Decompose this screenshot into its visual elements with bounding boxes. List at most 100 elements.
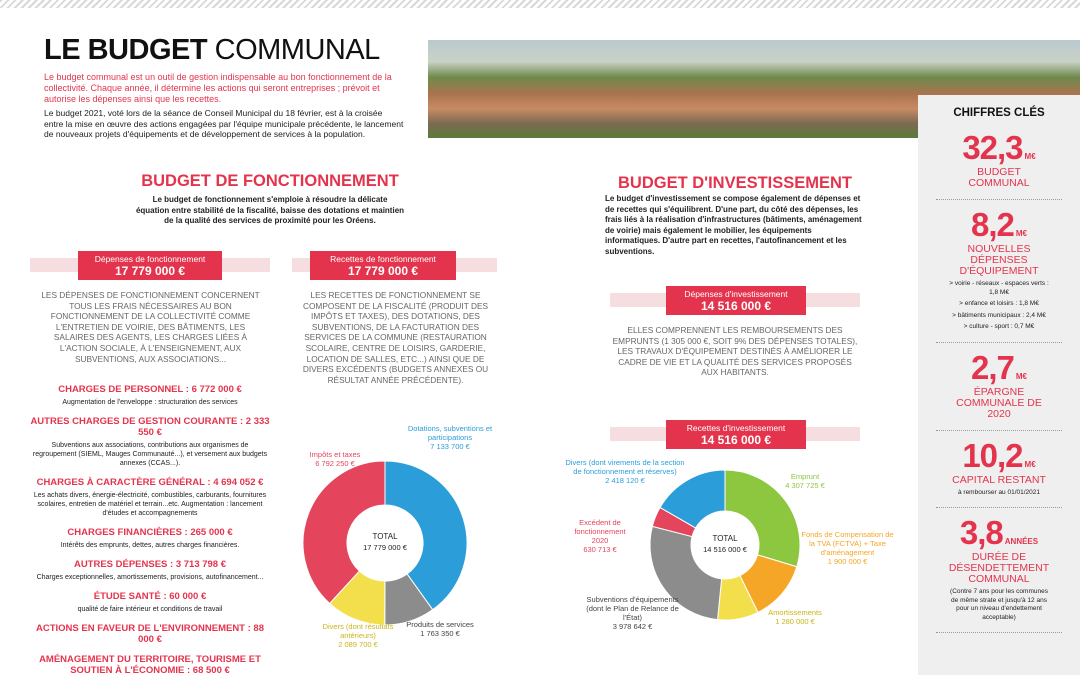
donut-segment <box>384 460 468 611</box>
segment-value: 1 763 350 € <box>420 629 460 638</box>
segment-name: Produits de services <box>406 620 474 629</box>
ribbon-title: Dépenses d'investissement <box>684 289 788 299</box>
donut-segment <box>739 554 798 614</box>
ribbon-title: Dépenses de fonctionnement <box>94 254 206 264</box>
key-number: 8,2 <box>971 206 1015 243</box>
key-unit: M€ <box>1024 152 1036 161</box>
key-number: 3,8 <box>959 514 1004 551</box>
item-text: Charges exceptionnelles, amortissements,… <box>36 574 264 581</box>
segment-value: 6 792 250 € <box>315 459 355 468</box>
intro-red: Le budget communal est un outil de gesti… <box>44 72 392 104</box>
donut-segment <box>384 573 434 626</box>
key-unit: M€ <box>1015 371 1027 381</box>
donut-total-label: TOTAL <box>712 534 738 543</box>
ribbon-amount: 17 779 000 € <box>114 264 186 278</box>
key-number: 2,7 <box>971 348 1015 386</box>
section-title: BUDGET DE FONCTIONNEMENT <box>141 172 399 190</box>
key-figure-value: 3,8 ANNÉES <box>946 514 1052 552</box>
segment-label: Dotations, subventions et participations… <box>405 424 495 451</box>
segment-value: 2 089 700 € <box>338 640 378 649</box>
key-label: CAPITAL RESTANT <box>952 473 1046 486</box>
segment-label: Amortissements 1 280 000 € <box>755 608 835 626</box>
segment-value: 1 900 000 € <box>827 557 868 566</box>
segment-value: 630 713 € <box>583 545 617 554</box>
segment-label: Divers (dont virements de la section de … <box>565 458 685 485</box>
segment-value: 2 418 120 € <box>605 476 645 485</box>
key-figure: 2,7 M€ ÉPARGNE COMMUNALE DE 2020 <box>936 343 1062 431</box>
intro: Le budget 2021, voté lors de la séance d… <box>44 108 404 139</box>
segment-label: Divers (dont résultats antérieurs) 2 089 … <box>318 622 398 649</box>
item-label: CHARGES FINANCIÈRES : 265 000 € <box>67 527 233 538</box>
item-text: Subventions aux associations, contributi… <box>32 442 268 467</box>
item-label: AUTRES CHARGES DE GESTION COURANTE : 2 3… <box>30 416 270 438</box>
segment-label: Emprunt 4 307 725 € <box>760 472 850 490</box>
key-figure: 10,2 M€ CAPITAL RESTANT à rembourser au 01/… <box>936 431 1062 508</box>
ribbon: Dépenses de fonctionnement 17 779 000 € <box>78 251 222 280</box>
key-figure-value: 32,3 M€ <box>946 129 1052 167</box>
segment-name: Subventions d'équipements (dont le Plan … <box>586 595 679 622</box>
key-figures: CHIFFRES CLÉS 32,3 M€ BUDGET COMMUNAL 8,2 M€… <box>918 95 1080 675</box>
item-label: ÉTUDE SANTÉ : 60 000 € <box>93 591 207 602</box>
ribbon-amount: 14 516 000 € <box>700 433 772 447</box>
donut-segment <box>651 506 697 538</box>
segment-label: Subventions d'équipements (dont le Plan … <box>585 595 680 631</box>
segment-value: 4 307 725 € <box>785 481 825 490</box>
section-intro: Le budget d'investissement se compose ég… <box>605 194 862 256</box>
segment-value: 7 133 700 € <box>430 442 470 451</box>
key-figure: 8,2 M€ NOUVELLES DÉPENSES D'ÉQUIPEMENT > vo… <box>936 200 1062 343</box>
donut-total: 17 779 000 € <box>363 543 408 552</box>
key-figure-value: 10,2 M€ <box>946 437 1052 475</box>
ribbon-amount: 14 516 000 € <box>700 299 772 313</box>
segment-value: 3 978 642 € <box>612 622 653 631</box>
segment-name: Excédent de fonctionnement 2020 <box>574 518 626 545</box>
key-figures-title: CHIFFRES CLÉS <box>953 107 1045 119</box>
segment-name: Dotations, subventions et participations <box>407 424 493 442</box>
item-text: Augmentation de l'enveloppe : structurat… <box>62 399 238 406</box>
key-number: 10,2 <box>962 436 1023 474</box>
donut-total: 14 516 000 € <box>703 545 748 554</box>
segment-label: Fonds de Compensation de la TVA (FCTVA) … <box>800 530 895 566</box>
segment-label: Excédent de fonctionnement 2020 630 713 € <box>565 518 635 554</box>
key-label: NOUVELLES DÉPENSES D'ÉQUIPEMENT <box>959 243 1039 277</box>
item-label: CHARGES À CARACTÈRE GÉNÉRAL : 4 694 052 … <box>36 477 264 488</box>
key-detail: > culture - sport : 0,7 M€ <box>963 323 1035 330</box>
key-detail: > voirie - réseaux - espaces verts : 1,8… <box>949 280 1049 296</box>
item-label: ACTIONS EN FAVEUR DE L'ENVIRONNEMENT : 8… <box>36 623 264 645</box>
donut-total-label: TOTAL <box>372 532 398 541</box>
page-title: LE BUDGET COMMUNAL <box>44 34 380 67</box>
key-figure: 3,8 ANNÉES DURÉE DE DÉSENDETTEMENT COMMUNA… <box>936 508 1062 633</box>
key-label: ÉPARGNE COMMUNALE DE 2020 <box>956 385 1042 420</box>
body-text: Elles comprennent les remboursements des… <box>612 325 858 378</box>
item-label: CHARGES DE PERSONNEL : 6 772 000 € <box>58 384 242 395</box>
key-unit: M€ <box>1015 229 1027 238</box>
key-number: 32,3 <box>962 129 1023 166</box>
segment-name: Impôts et taxes <box>309 450 361 459</box>
title-light: COMMUNAL <box>214 34 381 66</box>
title-bold: LE BUDGET <box>44 34 208 66</box>
key-figure-value: 8,2 M€ <box>946 206 1052 244</box>
segment-name: Divers (dont résultats antérieurs) <box>322 622 394 640</box>
segment-value: 1 280 000 € <box>775 617 815 626</box>
ribbon: Recettes d'investissement 14 516 000 € <box>666 420 806 449</box>
segment-name: Fonds de Compensation de la TVA (FCTVA) … <box>801 530 894 557</box>
section-intro: Le budget de fonctionnement s'emploie à … <box>135 195 405 225</box>
key-figure: 32,3 M€ BUDGET COMMUNAL <box>936 123 1062 200</box>
key-unit: ANNÉES <box>1004 537 1039 546</box>
item-label: AMÉNAGEMENT DU TERRITOIRE, TOURISME ET S… <box>39 654 261 676</box>
key-detail: à rembourser au 01/01/2021 <box>957 488 1041 496</box>
item-text: qualité de faire intérieur et conditions… <box>77 606 223 613</box>
segment-name: Amortissements <box>768 608 822 617</box>
item-label: AUTRES DÉPENSES : 3 713 798 € <box>73 559 227 570</box>
item-text: Intérêts des emprunts, dettes, autres ch… <box>60 542 240 549</box>
key-figure-value: 2,7 M€ <box>946 349 1052 387</box>
donut-segment <box>716 574 759 621</box>
segment-label: Produits de services 1 763 350 € <box>395 620 485 638</box>
segment-label: Impôts et taxes 6 792 250 € <box>295 450 375 468</box>
ribbon-amount: 17 779 000 € <box>347 264 419 278</box>
key-label: DURÉE DE DÉSENDETTEMENT COMMUNAL <box>948 551 1050 585</box>
ribbon-title: Recettes de fonctionnement <box>330 254 436 264</box>
top-stripe <box>0 0 1080 8</box>
donut-segment <box>302 460 386 605</box>
